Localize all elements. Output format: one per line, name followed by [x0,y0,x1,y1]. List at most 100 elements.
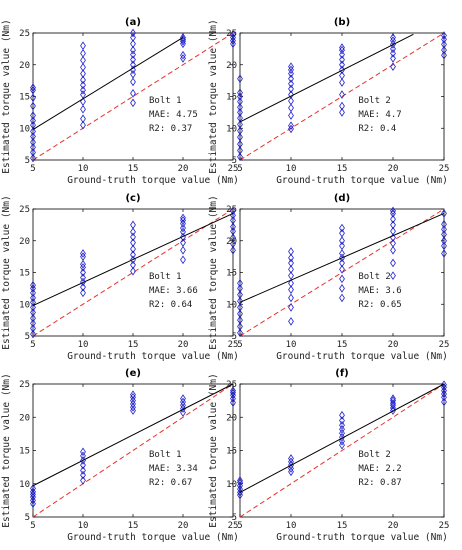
panel-title: (d) [334,193,350,204]
stats-text: MAE: 3.34 [149,464,198,474]
data-point [30,116,36,125]
y-tick-label: 5 [232,332,237,342]
data-point [130,50,136,59]
data-point [339,274,345,284]
x-tick-label: 25 [228,164,239,174]
fit-line [32,383,234,487]
data-point [30,284,36,293]
data-point [30,298,36,307]
x-tick-label: 15 [337,521,348,531]
data-point [80,104,86,114]
data-point [288,258,294,268]
data-point [230,386,236,395]
data-point [339,223,345,233]
data-point [230,239,236,249]
x-tick-label: 20 [388,164,399,174]
data-point [288,467,294,477]
data-point [339,258,345,268]
data-point [390,226,396,236]
stats-text: MAE: 4.7 [358,110,401,120]
data-point [441,45,447,55]
data-point [339,410,345,420]
data-point [80,62,86,72]
y-tick-label: 5 [25,156,30,166]
data-point [180,245,186,255]
data-point [288,247,294,256]
x-tick-label: 25 [439,340,450,350]
data-point [237,315,243,325]
x-tick-label: 15 [128,521,139,531]
x-axis-title: Ground-truth torque value (Nm) [67,175,239,186]
data-point [80,259,86,269]
data-point [30,120,36,130]
data-point [30,83,36,92]
data-point [339,90,345,99]
data-point [441,50,447,60]
data-point [130,227,136,237]
y-tick-label: 20 [226,237,237,247]
data-point [130,39,136,49]
data-point [339,440,345,450]
data-point [80,114,86,124]
data-point [130,238,136,247]
data-point [441,397,447,407]
x-tick-label: 20 [388,340,399,350]
data-point [130,406,136,415]
data-point [237,303,243,312]
data-point [30,280,36,290]
data-point [80,268,86,277]
data-point [30,142,36,152]
data-point [339,60,345,70]
data-point [237,146,243,155]
data-point [390,214,396,224]
x-axis-title: Ground-truth torque value (Nm) [67,532,239,543]
data-point [130,402,136,412]
data-point [441,241,447,251]
data-point [80,451,86,461]
data-point [288,111,294,120]
plot-area [30,383,236,518]
data-point [130,45,136,55]
data-point [390,258,396,268]
stats-text: MAE: 4.75 [149,110,198,120]
data-point [339,228,345,238]
data-point [230,233,236,242]
data-point [230,29,236,39]
data-point [237,290,243,300]
panel-title: (c) [125,193,140,204]
y-tick-label: 20 [19,413,30,423]
ideal-line [239,383,445,518]
data-point [288,74,294,84]
data-point [180,219,186,228]
data-point [288,90,294,99]
data-point [80,55,86,65]
x-tick-label: 15 [337,164,348,174]
data-point [30,148,36,157]
x-tick-label: 5 [30,340,35,350]
data-point [441,230,447,239]
data-point [130,220,136,230]
x-tick-label: 10 [286,164,297,174]
data-point [339,432,345,442]
x-tick-label: 10 [78,340,89,350]
y-tick-label: 15 [19,447,30,457]
data-point [237,92,243,101]
data-point [390,54,396,63]
data-point [130,260,136,270]
data-point [339,436,345,446]
data-point [180,404,186,413]
data-point [30,293,36,303]
y-tick-label: 25 [226,205,237,215]
data-point [288,121,294,131]
x-axis-title: Ground-truth torque value (Nm) [67,351,239,362]
data-point [30,313,36,323]
data-point [80,80,86,90]
data-point [237,126,243,136]
y-axis-title: Estimated torque value (Nm) [1,195,12,349]
ideal-line [239,32,445,161]
data-point [130,399,136,409]
data-point [130,396,136,405]
